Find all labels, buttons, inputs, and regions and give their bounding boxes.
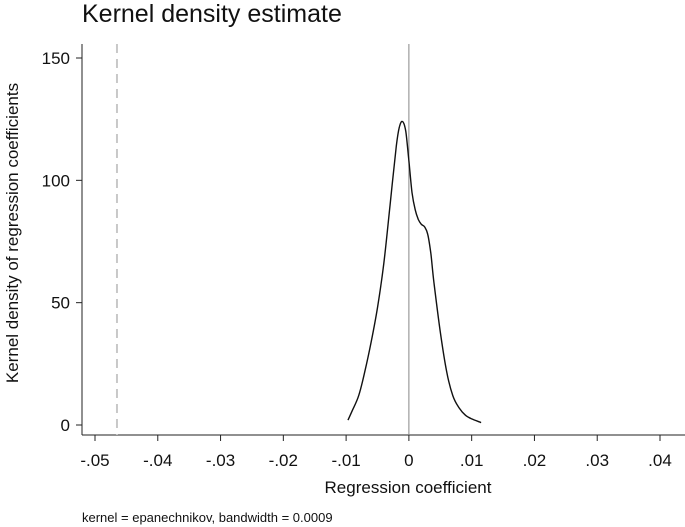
x-tick-label: -.04 <box>143 451 172 470</box>
plot-area <box>81 44 685 436</box>
x-tick-label: -.05 <box>80 451 109 470</box>
y-axis-label: Kernel density of regression coefficient… <box>3 83 22 383</box>
x-tick-label: -.02 <box>269 451 298 470</box>
x-tick-label: .03 <box>585 451 609 470</box>
chart-title: Kernel density estimate <box>82 0 342 28</box>
kernel-note: kernel = epanechnikov, bandwidth = 0.000… <box>82 510 333 525</box>
x-tick-label: -.01 <box>331 451 360 470</box>
x-tick-label: .02 <box>523 451 547 470</box>
x-tick-label: 0 <box>404 451 413 470</box>
x-axis-label: Regression coefficient <box>325 478 492 497</box>
axis-ticks: -.05 -.04 -.03 -.02 -.01 0 .01 .02 .03 .04 0 50 100 1… <box>42 49 672 470</box>
y-tick-label: 150 <box>42 49 70 68</box>
y-tick-label: 0 <box>61 416 70 435</box>
y-tick-label: 100 <box>42 171 70 190</box>
density-curve <box>347 120 482 424</box>
y-tick-label: 50 <box>51 294 70 313</box>
x-tick-label: .01 <box>460 451 484 470</box>
x-tick-label: -.03 <box>206 451 235 470</box>
x-tick-label: .04 <box>648 451 672 470</box>
